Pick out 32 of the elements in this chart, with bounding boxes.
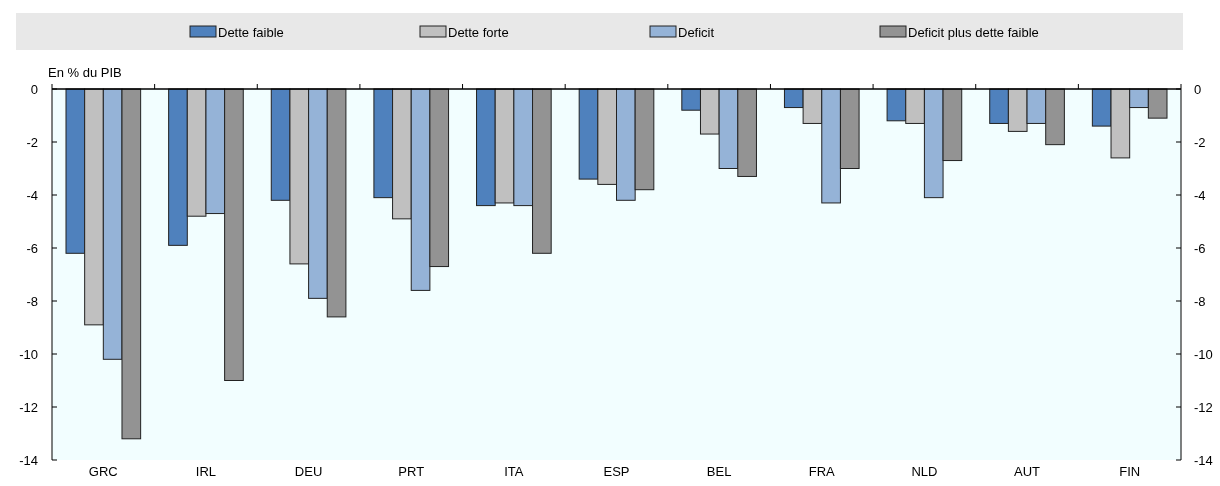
x-tick-label: AUT [1014, 464, 1041, 479]
x-tick-label: DEU [294, 464, 323, 479]
y2-tick-label: 0 [1194, 81, 1202, 97]
x-tick-label: FRA [808, 464, 836, 479]
y-tick-label: -10 [19, 346, 38, 362]
y-tick-label: -2 [26, 134, 38, 150]
y2-tick-label: -8 [1194, 293, 1206, 309]
x-tick-label: FIN [1119, 464, 1141, 479]
legend-label: Deficit [678, 24, 715, 40]
y2-tick-label: -12 [1194, 399, 1213, 415]
y-tick-label: 0 [30, 81, 38, 97]
y2-tick-label: -4 [1194, 187, 1206, 203]
y-axis-title: En % du PIB [48, 65, 122, 80]
x-tick-label: BEL [706, 464, 732, 479]
legend-label: Deficit plus dette faible [908, 24, 1039, 40]
y2-tick-label: -6 [1194, 240, 1206, 256]
x-tick-label: PRT [398, 464, 425, 479]
y-tick-label: -4 [26, 187, 38, 203]
y2-tick-label: -10 [1194, 346, 1213, 362]
y-tick-label: -6 [26, 240, 38, 256]
y-tick-label: -8 [26, 293, 38, 309]
x-tick-label: GRC [88, 464, 118, 479]
x-tick-label: NLD [911, 464, 938, 479]
y2-tick-label: -14 [1194, 452, 1213, 468]
legend-label: Dette faible [218, 24, 284, 40]
y2-tick-label: -2 [1194, 134, 1206, 150]
x-tick-label: ESP [603, 464, 630, 479]
x-tick-label: IRL [195, 464, 217, 479]
x-tick-label: ITA [504, 464, 524, 479]
legend-label: Dette forte [448, 24, 509, 40]
y-tick-label: -12 [19, 399, 38, 415]
y-tick-label: -14 [19, 452, 38, 468]
